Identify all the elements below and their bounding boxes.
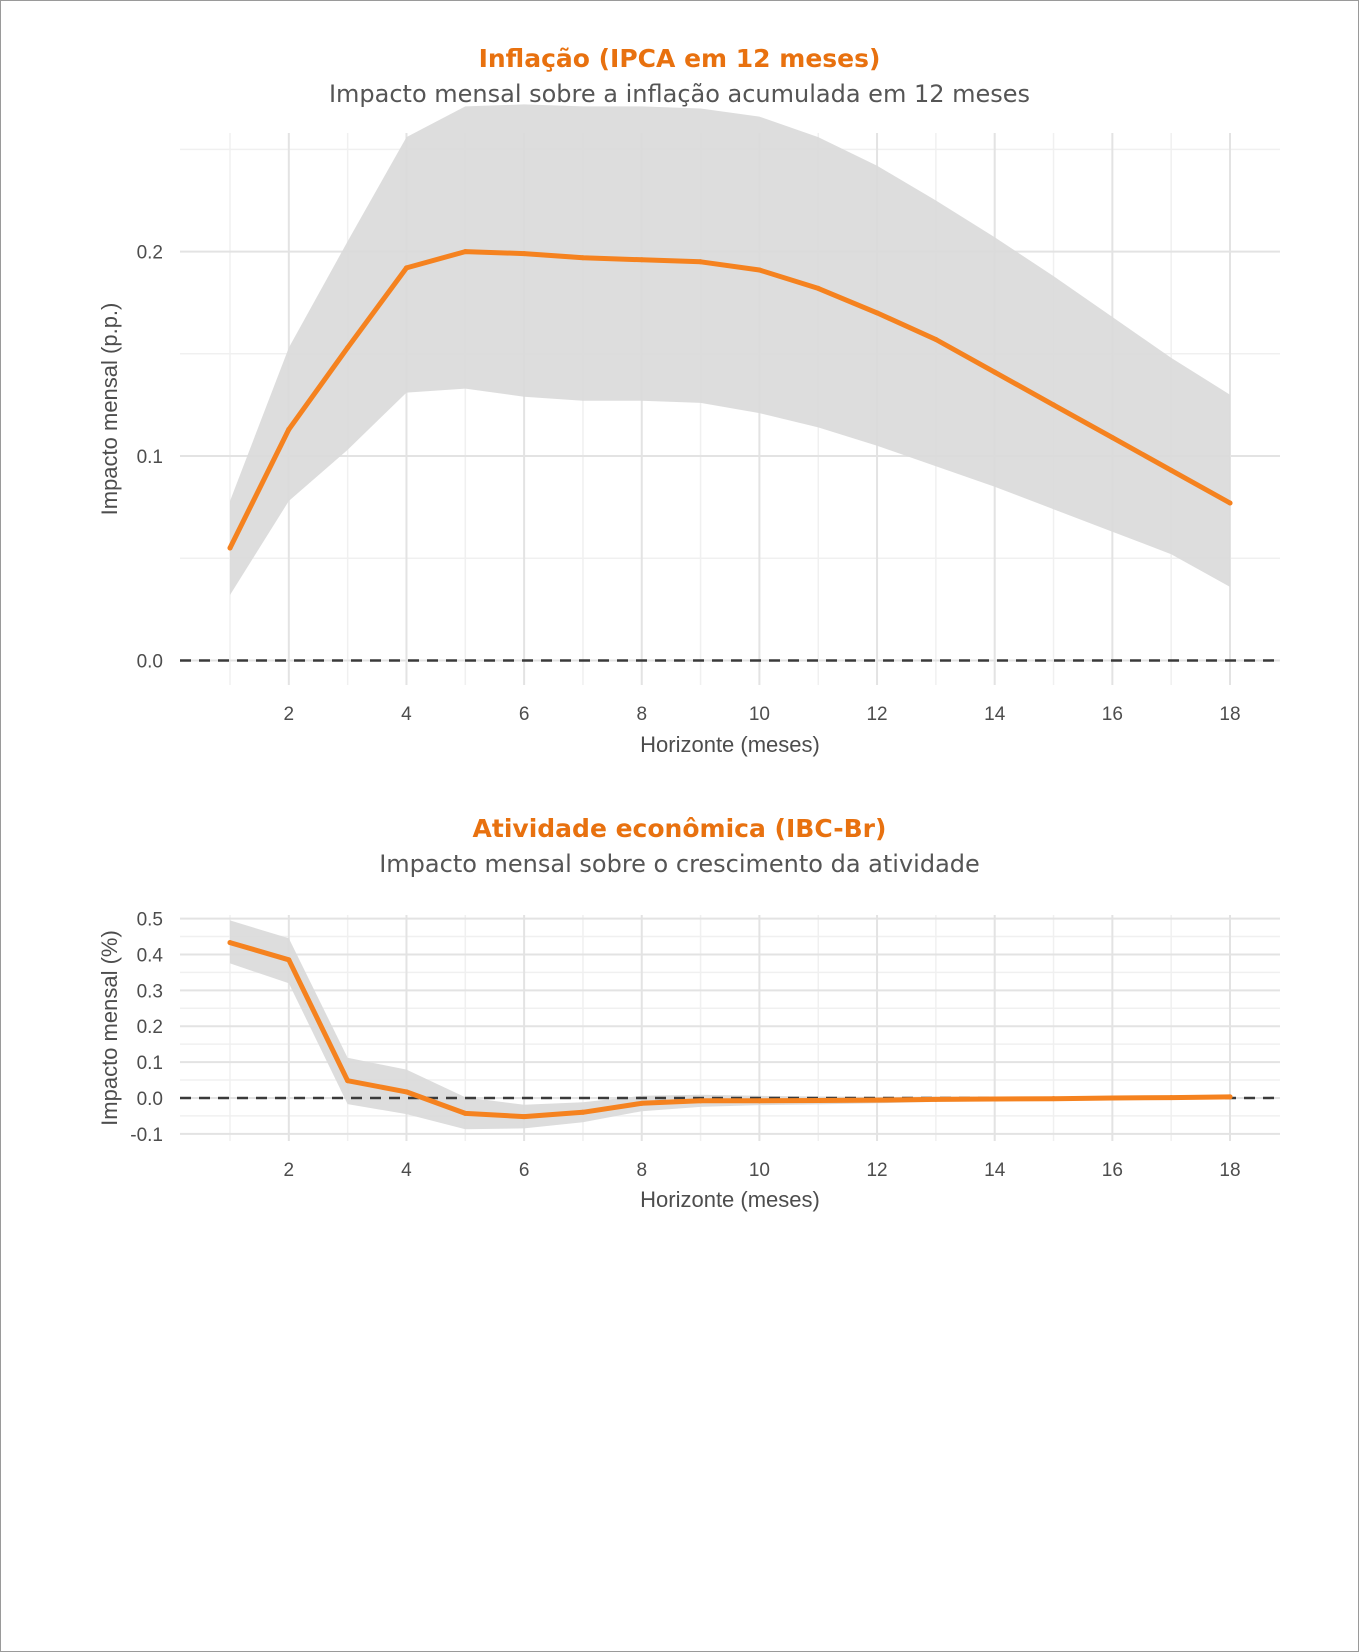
data-point (874, 1097, 880, 1103)
data-point (992, 369, 998, 375)
data-point (580, 1109, 586, 1115)
data-point (345, 345, 351, 351)
data-point (286, 957, 292, 963)
data-point (462, 1110, 468, 1116)
data-point (580, 255, 586, 261)
data-point (1168, 1095, 1174, 1101)
data-point (698, 1098, 704, 1104)
grid (180, 915, 1280, 1141)
data-point (698, 259, 704, 265)
y-tick-label: 0.2 (137, 1017, 163, 1038)
data-point (874, 310, 880, 316)
x-tick-label: 6 (519, 1160, 530, 1181)
y-tick-label: 0.0 (137, 651, 163, 672)
y-axis-title: Impacto mensal (p.p.) (97, 303, 122, 516)
data-point (345, 1078, 351, 1084)
data-point (815, 1097, 821, 1103)
data-point (756, 267, 762, 273)
x-tick-label: 14 (984, 1160, 1006, 1181)
y-tick-labels: 0.0 0.1 0.2 (137, 243, 163, 673)
data-point (1109, 1095, 1115, 1101)
chart-title: Atividade econômica (IBC-Br) (472, 814, 887, 843)
y-tick-label: 0.1 (137, 447, 163, 468)
series-line (227, 940, 1233, 1120)
plot-area: 2 4 6 8 10 12 14 16 18 0.0 0.1 0.2 Horizonte (meses)… (97, 104, 1280, 757)
x-tick-label: 16 (1102, 1160, 1123, 1181)
y-tick-label: 0.1 (137, 1053, 163, 1074)
x-tick-label: 4 (401, 704, 412, 725)
data-points (227, 940, 1233, 1120)
data-point (639, 257, 645, 263)
y-tick-label: 0.5 (137, 910, 163, 931)
data-point (815, 285, 821, 291)
x-tick-labels: 2 4 6 8 10 12 14 16 18 (284, 704, 1241, 725)
x-tick-label: 2 (284, 1160, 295, 1181)
data-point (1227, 1094, 1233, 1100)
x-axis-title: Horizonte (meses) (640, 732, 820, 757)
data-point (639, 1100, 645, 1106)
chart-title: Inflação (IPCA em 12 meses) (478, 44, 881, 73)
y-tick-labels: -0.1 0.0 0.1 0.2 0.3 0.4 0.5 (130, 910, 163, 1146)
data-point (1051, 1096, 1057, 1102)
x-tick-label: 16 (1102, 704, 1123, 725)
data-point (227, 940, 233, 946)
data-point (1227, 500, 1233, 506)
x-tick-label: 12 (866, 1160, 887, 1181)
data-point (521, 1114, 527, 1120)
x-tick-label: 4 (401, 1160, 412, 1181)
data-point (227, 545, 233, 551)
x-tick-label: 18 (1219, 704, 1240, 725)
series-line (227, 249, 1233, 551)
data-point (933, 336, 939, 342)
y-tick-label: -0.1 (130, 1125, 163, 1146)
chart-subtitle: Impacto mensal sobre a inflação acumulad… (328, 80, 1031, 108)
data-point (756, 1098, 762, 1104)
chart-subtitle: Impacto mensal sobre o crescimento da at… (379, 850, 980, 878)
data-point (462, 249, 468, 255)
x-tick-label: 18 (1219, 1160, 1240, 1181)
plot-area: 2 4 6 8 10 12 14 16 18 -0.1 0.0 0.1 0.2 0.3 0.4 0.5 Hori… (97, 910, 1280, 1212)
x-tick-label: 2 (284, 704, 295, 725)
data-point (1168, 467, 1174, 473)
x-axis-title: Horizonte (meses) (640, 1187, 820, 1212)
confidence-band (230, 104, 1230, 596)
x-tick-label: 8 (636, 1160, 647, 1181)
y-tick-label: 0.0 (137, 1089, 163, 1110)
data-point (1051, 402, 1057, 408)
x-tick-label: 8 (636, 704, 647, 725)
data-point (933, 1096, 939, 1102)
data-point (403, 265, 409, 271)
x-tick-label: 12 (866, 704, 887, 725)
y-tick-label: 0.4 (137, 945, 164, 966)
y-axis-title: Impacto mensal (%) (97, 930, 122, 1126)
data-point (1109, 435, 1115, 441)
y-tick-label: 0.3 (137, 981, 163, 1002)
data-point (992, 1096, 998, 1102)
chart-activity: Atividade econômica (IBC-Br) Impacto men… (0, 800, 1359, 1652)
x-tick-label: 10 (749, 1160, 770, 1181)
data-point (521, 251, 527, 257)
x-tick-label: 6 (519, 704, 530, 725)
chart-inflation: Inflação (IPCA em 12 meses) Impacto mens… (0, 0, 1359, 800)
data-point (403, 1089, 409, 1095)
x-tick-label: 14 (984, 704, 1006, 725)
data-point (286, 426, 292, 432)
y-tick-label: 0.2 (137, 243, 163, 264)
x-tick-labels: 2 4 6 8 10 12 14 16 18 (284, 1160, 1241, 1181)
x-tick-label: 10 (749, 704, 770, 725)
data-points (227, 249, 1233, 551)
